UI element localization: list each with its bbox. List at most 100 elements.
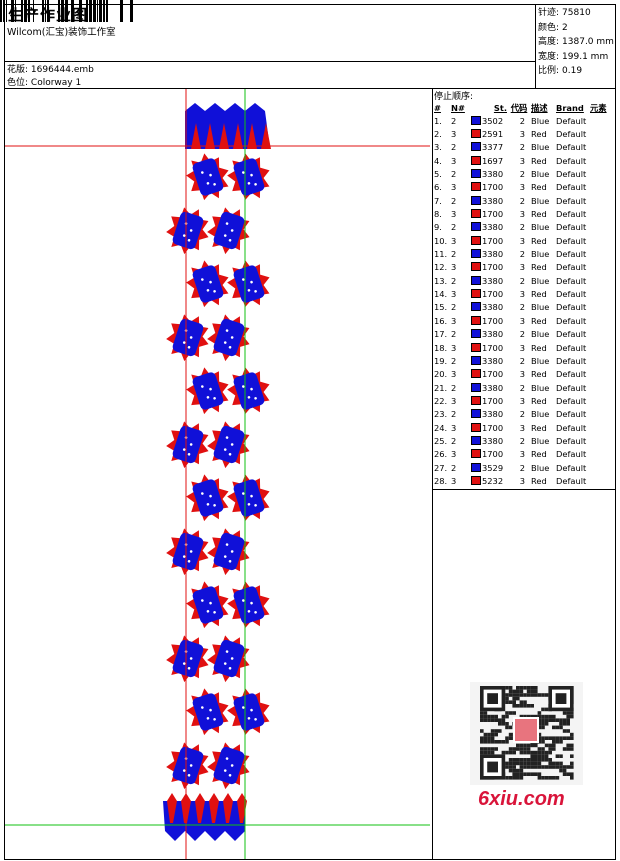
motif-detail bbox=[242, 599, 245, 602]
row-code-cell: 3 bbox=[507, 261, 531, 274]
row-stitches-cell: 1700 bbox=[471, 261, 507, 274]
qr-module bbox=[530, 704, 534, 708]
qr-module bbox=[490, 747, 495, 751]
motif-detail bbox=[225, 329, 229, 332]
color-swatch bbox=[471, 435, 481, 445]
stat-label: 宽度: bbox=[538, 51, 560, 62]
row-description: Red bbox=[531, 422, 547, 433]
qr-module bbox=[512, 761, 516, 766]
row-needle: 2 bbox=[451, 222, 457, 233]
motif-detail bbox=[247, 503, 251, 506]
qr-module bbox=[544, 743, 549, 748]
row-index-cell: 11. bbox=[432, 247, 451, 260]
barcode-bar bbox=[71, 0, 74, 22]
qr-module bbox=[566, 743, 570, 748]
motif-body bbox=[172, 425, 204, 464]
row-needle-cell: 3 bbox=[451, 234, 471, 247]
qr-module bbox=[519, 758, 524, 762]
table-row: 13. 2 3380 2 Blue Default bbox=[432, 274, 616, 287]
qr-module bbox=[494, 740, 498, 744]
row-description-cell: Red bbox=[531, 127, 556, 140]
motif-detail bbox=[223, 448, 227, 451]
row-brand: Default bbox=[556, 422, 587, 433]
stat-value: 0.19 bbox=[562, 66, 583, 76]
qr-module bbox=[537, 722, 542, 726]
qr-module bbox=[562, 765, 567, 769]
row-element-cell bbox=[590, 274, 616, 287]
qr-module bbox=[480, 711, 484, 715]
qr-module bbox=[534, 743, 538, 748]
motif bbox=[186, 581, 229, 629]
qr-module bbox=[516, 768, 520, 773]
qr-module bbox=[523, 686, 527, 690]
row-description-cell: Blue bbox=[531, 354, 556, 367]
row-stitches-cell: 3380 bbox=[471, 167, 507, 180]
barcode-bar bbox=[28, 0, 30, 22]
row-brand: Default bbox=[556, 342, 587, 353]
motif-detail bbox=[230, 764, 234, 767]
row-stitches: 3529 bbox=[482, 462, 504, 473]
qr-module bbox=[516, 761, 520, 766]
row-needle-cell: 2 bbox=[451, 381, 471, 394]
row-needle-cell: 3 bbox=[451, 207, 471, 220]
row-code-cell: 3 bbox=[507, 234, 531, 247]
row-needle: 3 bbox=[451, 155, 457, 166]
row-brand: Default bbox=[556, 235, 587, 246]
qr-module bbox=[512, 776, 516, 780]
motif-body bbox=[213, 639, 245, 678]
row-index-cell: 12. bbox=[432, 261, 451, 274]
row-description: Blue bbox=[531, 382, 550, 393]
stat-label: 颜色: bbox=[538, 22, 560, 33]
table-row: 27. 2 3529 2 Blue Default bbox=[432, 461, 616, 474]
row-index: 23. bbox=[434, 409, 448, 420]
row-index-cell: 7. bbox=[432, 194, 451, 207]
qr-module bbox=[566, 711, 570, 715]
row-brand: Default bbox=[556, 209, 587, 220]
row-description: Blue bbox=[531, 435, 550, 446]
barcode-bar bbox=[58, 0, 60, 22]
motif-body bbox=[213, 532, 245, 571]
motif-detail bbox=[230, 336, 234, 339]
row-stitches-cell: 3380 bbox=[471, 408, 507, 421]
row-code: 2 bbox=[519, 275, 525, 286]
motif-detail bbox=[250, 494, 253, 498]
qr-module bbox=[526, 689, 531, 694]
stat-row: 宽度: 199.1 mm bbox=[538, 49, 608, 62]
row-needle-cell: 2 bbox=[451, 434, 471, 447]
qr-module bbox=[512, 765, 516, 769]
motif-body bbox=[172, 211, 204, 250]
row-index-cell: 22. bbox=[432, 394, 451, 407]
qr-module bbox=[526, 693, 531, 697]
motif-detail bbox=[223, 662, 227, 665]
motif-detail bbox=[187, 666, 191, 670]
qr-module bbox=[523, 700, 527, 704]
motif-body bbox=[233, 479, 265, 517]
row-element-cell bbox=[590, 354, 616, 367]
motif-detail bbox=[213, 611, 216, 614]
motif-detail bbox=[206, 289, 210, 292]
motif-detail bbox=[242, 706, 245, 709]
motif-detail bbox=[189, 764, 193, 767]
row-description-cell: Blue bbox=[531, 408, 556, 421]
motif-detail bbox=[213, 183, 216, 186]
row-brand-cell: Default bbox=[556, 474, 590, 487]
motif-detail bbox=[225, 650, 229, 653]
row-stitches-cell: 3380 bbox=[471, 194, 507, 207]
row-description-cell: Red bbox=[531, 421, 556, 434]
qr-module bbox=[530, 743, 534, 748]
row-needle-cell: 3 bbox=[451, 421, 471, 434]
band-flame bbox=[195, 793, 205, 823]
row-stitches-cell: 3380 bbox=[471, 434, 507, 447]
row-description-cell: Blue bbox=[531, 274, 556, 287]
qr-module bbox=[490, 729, 495, 733]
qr-module bbox=[570, 714, 574, 719]
color-swatch bbox=[471, 235, 481, 245]
row-description: Blue bbox=[531, 355, 550, 366]
row-stitches-cell: 1700 bbox=[471, 394, 507, 407]
row-needle-cell: 2 bbox=[451, 221, 471, 234]
stat-label: 高度: bbox=[538, 37, 560, 47]
row-description-cell: Red bbox=[531, 394, 556, 407]
row-description: Red bbox=[531, 182, 547, 193]
stat-row: 高度: 1387.0 mm bbox=[538, 34, 614, 47]
row-code-cell: 2 bbox=[507, 408, 531, 421]
